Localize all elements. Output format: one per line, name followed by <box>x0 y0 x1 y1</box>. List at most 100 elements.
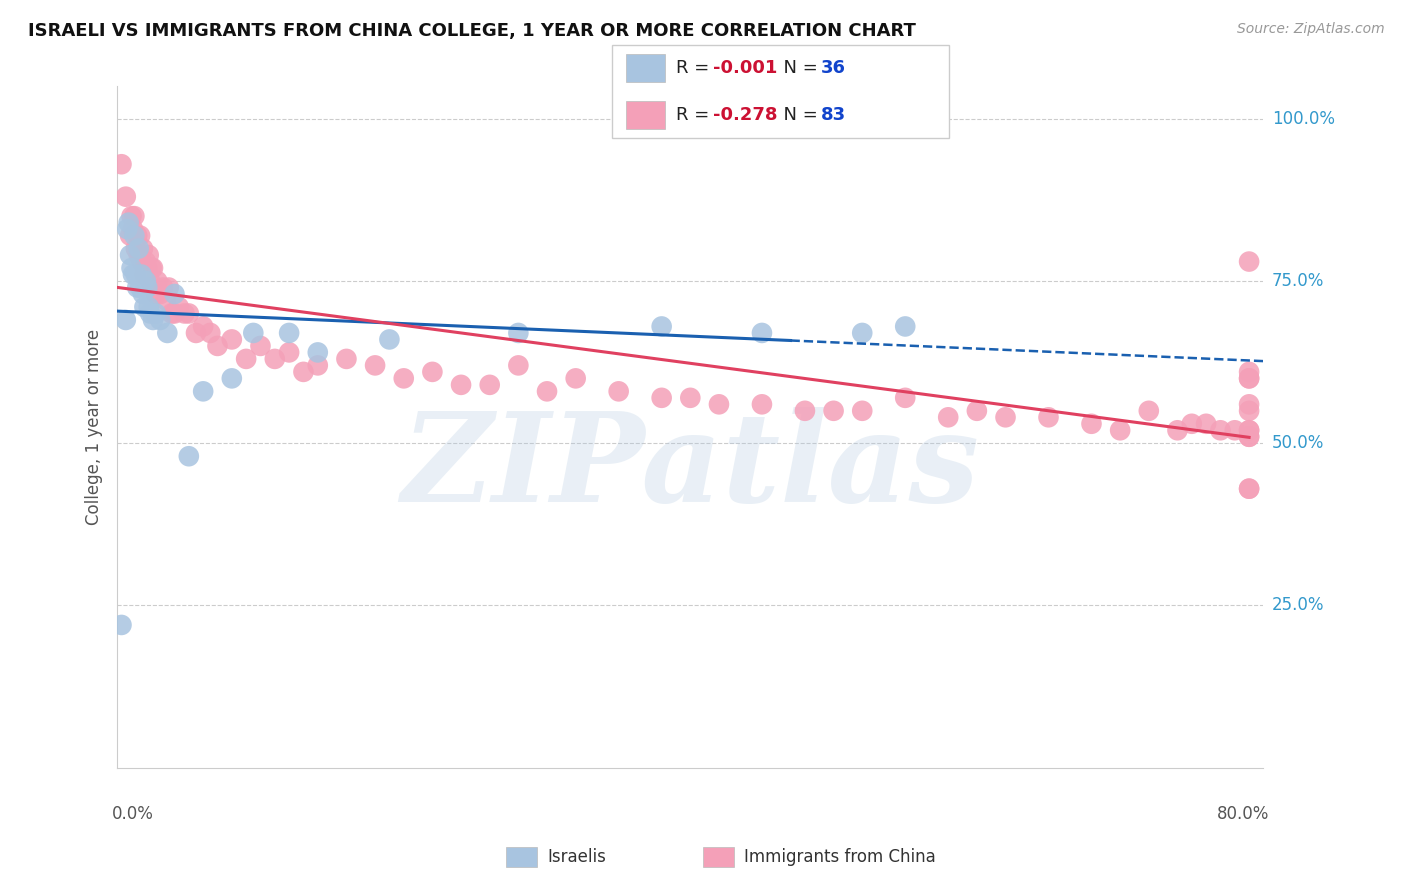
Point <box>278 326 301 340</box>
Point <box>139 274 162 288</box>
Point <box>120 248 142 262</box>
Point <box>207 339 229 353</box>
Point <box>132 242 155 256</box>
Point <box>120 228 142 243</box>
Point <box>307 345 329 359</box>
Point <box>122 268 145 282</box>
Point <box>823 404 845 418</box>
Point <box>128 242 150 256</box>
Point <box>1237 365 1260 379</box>
Point <box>127 228 149 243</box>
Point <box>994 410 1017 425</box>
Point <box>450 377 472 392</box>
Point <box>793 404 815 418</box>
Point <box>136 280 159 294</box>
Point <box>149 287 172 301</box>
Point <box>422 365 444 379</box>
Point <box>966 404 988 418</box>
Text: 75.0%: 75.0% <box>1272 272 1324 290</box>
Point <box>1237 397 1260 411</box>
Point <box>173 306 195 320</box>
Point <box>936 410 959 425</box>
Text: 25.0%: 25.0% <box>1272 597 1324 615</box>
Point <box>221 333 243 347</box>
Point <box>1237 482 1260 496</box>
Point <box>1209 423 1232 437</box>
Point <box>1237 423 1260 437</box>
Point <box>139 306 162 320</box>
Point <box>1237 371 1260 385</box>
Text: 50.0%: 50.0% <box>1272 434 1324 452</box>
Point <box>707 397 730 411</box>
Point <box>125 242 148 256</box>
Point <box>110 157 132 171</box>
Text: -0.278: -0.278 <box>713 106 778 124</box>
Point <box>191 384 214 399</box>
Point <box>128 248 150 262</box>
Point <box>478 377 501 392</box>
Point <box>1166 423 1188 437</box>
Text: R =: R = <box>676 59 716 77</box>
Text: N =: N = <box>772 106 824 124</box>
Point <box>564 371 586 385</box>
Point <box>851 404 873 418</box>
Point <box>131 268 153 282</box>
Text: 36: 36 <box>821 59 846 77</box>
Point <box>135 274 157 288</box>
Point <box>263 351 285 366</box>
Point <box>851 326 873 340</box>
Point <box>131 254 153 268</box>
Point <box>751 397 773 411</box>
Point <box>249 339 271 353</box>
Point <box>1237 404 1260 418</box>
Point <box>157 280 180 294</box>
Point <box>1038 410 1060 425</box>
Point <box>163 306 186 320</box>
Point <box>118 216 141 230</box>
Text: 80.0%: 80.0% <box>1216 805 1270 823</box>
Point <box>152 280 174 294</box>
Point <box>1137 404 1160 418</box>
Point <box>114 313 136 327</box>
Point <box>1237 423 1260 437</box>
Text: N =: N = <box>772 59 824 77</box>
Point <box>177 449 200 463</box>
Point <box>138 300 160 314</box>
Point <box>122 222 145 236</box>
Point <box>129 280 152 294</box>
Y-axis label: College, 1 year or more: College, 1 year or more <box>86 329 103 525</box>
Text: -0.001: -0.001 <box>713 59 778 77</box>
Point <box>141 261 163 276</box>
Point <box>145 306 167 320</box>
Point <box>894 391 917 405</box>
Point <box>177 306 200 320</box>
Point <box>1223 423 1246 437</box>
Point <box>135 254 157 268</box>
Point <box>134 268 156 282</box>
Text: ISRAELI VS IMMIGRANTS FROM CHINA COLLEGE, 1 YEAR OR MORE CORRELATION CHART: ISRAELI VS IMMIGRANTS FROM CHINA COLLEGE… <box>28 22 915 40</box>
Text: R =: R = <box>676 106 716 124</box>
Point <box>160 306 183 320</box>
Point <box>191 319 214 334</box>
Point <box>138 248 160 262</box>
Point <box>679 391 702 405</box>
Text: Israelis: Israelis <box>547 848 606 866</box>
Point <box>115 222 138 236</box>
Point <box>1237 482 1260 496</box>
Point <box>200 326 222 340</box>
Point <box>607 384 630 399</box>
Point <box>110 618 132 632</box>
Point <box>134 300 156 314</box>
Point <box>149 313 172 327</box>
Text: 83: 83 <box>821 106 846 124</box>
Point <box>114 189 136 203</box>
Point <box>278 345 301 359</box>
Point <box>1237 430 1260 444</box>
Point <box>292 365 315 379</box>
Point <box>651 391 673 405</box>
Point <box>184 326 207 340</box>
Point <box>142 313 165 327</box>
Point <box>242 326 264 340</box>
Point <box>127 280 149 294</box>
Text: Source: ZipAtlas.com: Source: ZipAtlas.com <box>1237 22 1385 37</box>
